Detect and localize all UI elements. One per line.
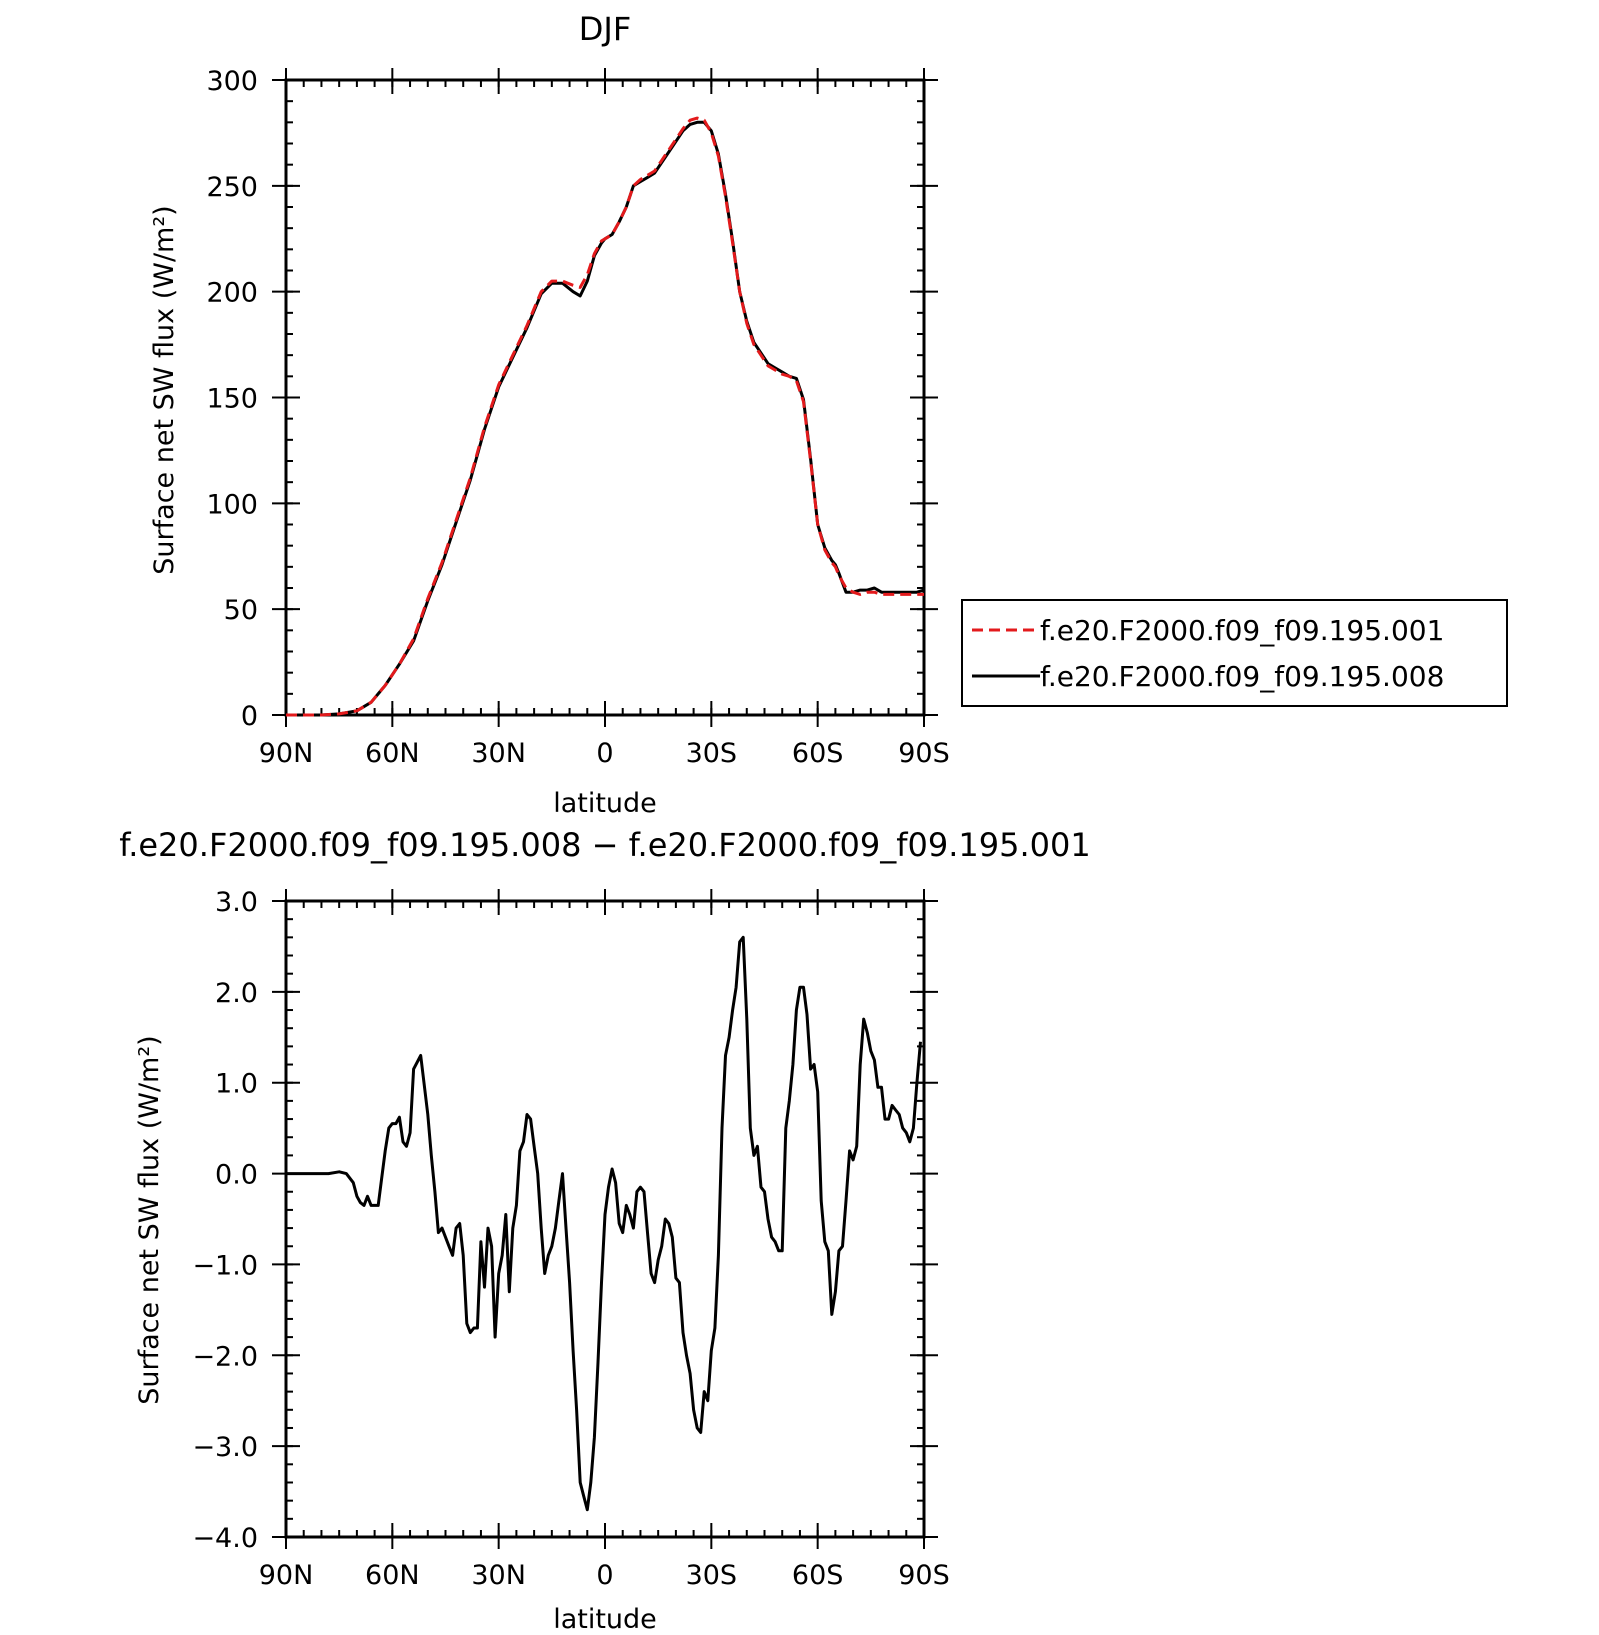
x-tick-label: 90S [898, 1560, 950, 1591]
legend: f.e20.F2000.f09_f09.195.001 f.e20.F2000.… [961, 599, 1508, 707]
legend-box [961, 599, 1508, 707]
y-tick-label: 0.0 [215, 1160, 258, 1191]
y-tick-label: 3.0 [215, 887, 258, 918]
legend-label-series-1: f.e20.F2000.f09_f09.195.001 [1040, 614, 1444, 647]
bottom-chart-xlabel: latitude [553, 1604, 657, 1635]
y-tick-label: −3.0 [192, 1432, 258, 1463]
x-tick-label: 60N [365, 738, 420, 769]
y-tick-label: 200 [206, 278, 258, 309]
x-tick-label: 30S [686, 1560, 738, 1591]
series-line-1 [286, 935, 922, 1512]
x-tick-label: 60S [792, 738, 844, 769]
x-tick-label: 30N [471, 1560, 526, 1591]
top-chart-ylabel: Surface net SW flux (W/m²) [149, 205, 180, 574]
y-tick-label: 100 [206, 489, 258, 520]
y-tick-label: −1.0 [192, 1250, 258, 1281]
bottom-chart-panel: f.e20.F2000.f09_f09.195.008 − f.e20.F200… [119, 826, 1091, 1635]
series-line-2 [286, 120, 925, 717]
x-tick-label: 0 [596, 1560, 613, 1591]
x-tick-label: 0 [596, 738, 613, 769]
x-tick-label: 90N [259, 738, 314, 769]
y-tick-label: 150 [206, 384, 258, 415]
x-tick-label: 90N [259, 1560, 314, 1591]
x-tick-label: 60S [792, 1560, 844, 1591]
y-tick-label: 0 [241, 701, 258, 732]
series-line-1 [286, 116, 924, 717]
y-tick-label: −2.0 [192, 1341, 258, 1372]
x-tick-label: 30S [686, 738, 738, 769]
bottom-chart-ylabel: Surface net SW flux (W/m²) [134, 1035, 165, 1404]
y-tick-label: 50 [224, 595, 258, 626]
y-tick-label: 1.0 [215, 1069, 258, 1100]
y-tick-label: −4.0 [192, 1523, 258, 1554]
y-tick-label: 300 [206, 66, 258, 97]
top-chart-xlabel: latitude [553, 788, 657, 819]
x-tick-label: 30N [471, 738, 526, 769]
y-tick-label: 250 [206, 172, 258, 203]
plot-frame [284, 78, 926, 717]
x-tick-label: 60N [365, 1560, 420, 1591]
top-chart-panel: DJF Surface net SW flux (W/m²) latitude … [149, 10, 950, 819]
bottom-chart-title: f.e20.F2000.f09_f09.195.008 − f.e20.F200… [119, 826, 1091, 864]
plot-frame [284, 899, 926, 1539]
legend-label-series-2: f.e20.F2000.f09_f09.195.008 [1040, 660, 1444, 693]
y-tick-label: 2.0 [215, 978, 258, 1009]
x-tick-label: 90S [898, 738, 950, 769]
top-chart-title: DJF [579, 10, 631, 48]
